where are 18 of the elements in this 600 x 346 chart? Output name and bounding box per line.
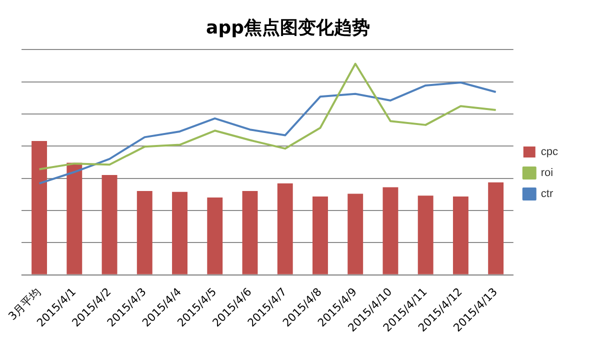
- bar: [102, 174, 118, 274]
- bar: [418, 196, 434, 274]
- bar: [207, 198, 223, 274]
- bar: [488, 182, 504, 274]
- legend-label: roi: [540, 167, 554, 180]
- bar: [172, 192, 188, 274]
- bar: [277, 183, 293, 274]
- chart-title: app焦点图变化趋势: [206, 17, 370, 38]
- bar: [242, 191, 258, 274]
- legend-label: cpc: [540, 146, 558, 158]
- legend-label: ctr: [540, 188, 554, 200]
- bar: [136, 191, 152, 274]
- bar: [382, 187, 398, 274]
- bar: [312, 196, 328, 274]
- bar: [66, 162, 82, 274]
- bar: [452, 196, 468, 274]
- bar: [348, 194, 364, 274]
- bar: [32, 140, 48, 274]
